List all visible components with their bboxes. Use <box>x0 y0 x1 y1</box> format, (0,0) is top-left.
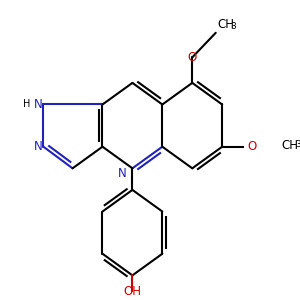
Text: CH: CH <box>282 139 298 152</box>
Text: CH: CH <box>217 18 234 31</box>
Text: O: O <box>248 140 257 153</box>
Text: OH: OH <box>123 285 141 298</box>
Text: 3: 3 <box>295 140 300 149</box>
Text: N: N <box>34 140 42 153</box>
Text: N: N <box>34 98 42 111</box>
Text: 3: 3 <box>230 22 236 31</box>
Text: H: H <box>23 100 30 110</box>
Text: O: O <box>188 51 197 64</box>
Text: N: N <box>118 167 126 180</box>
